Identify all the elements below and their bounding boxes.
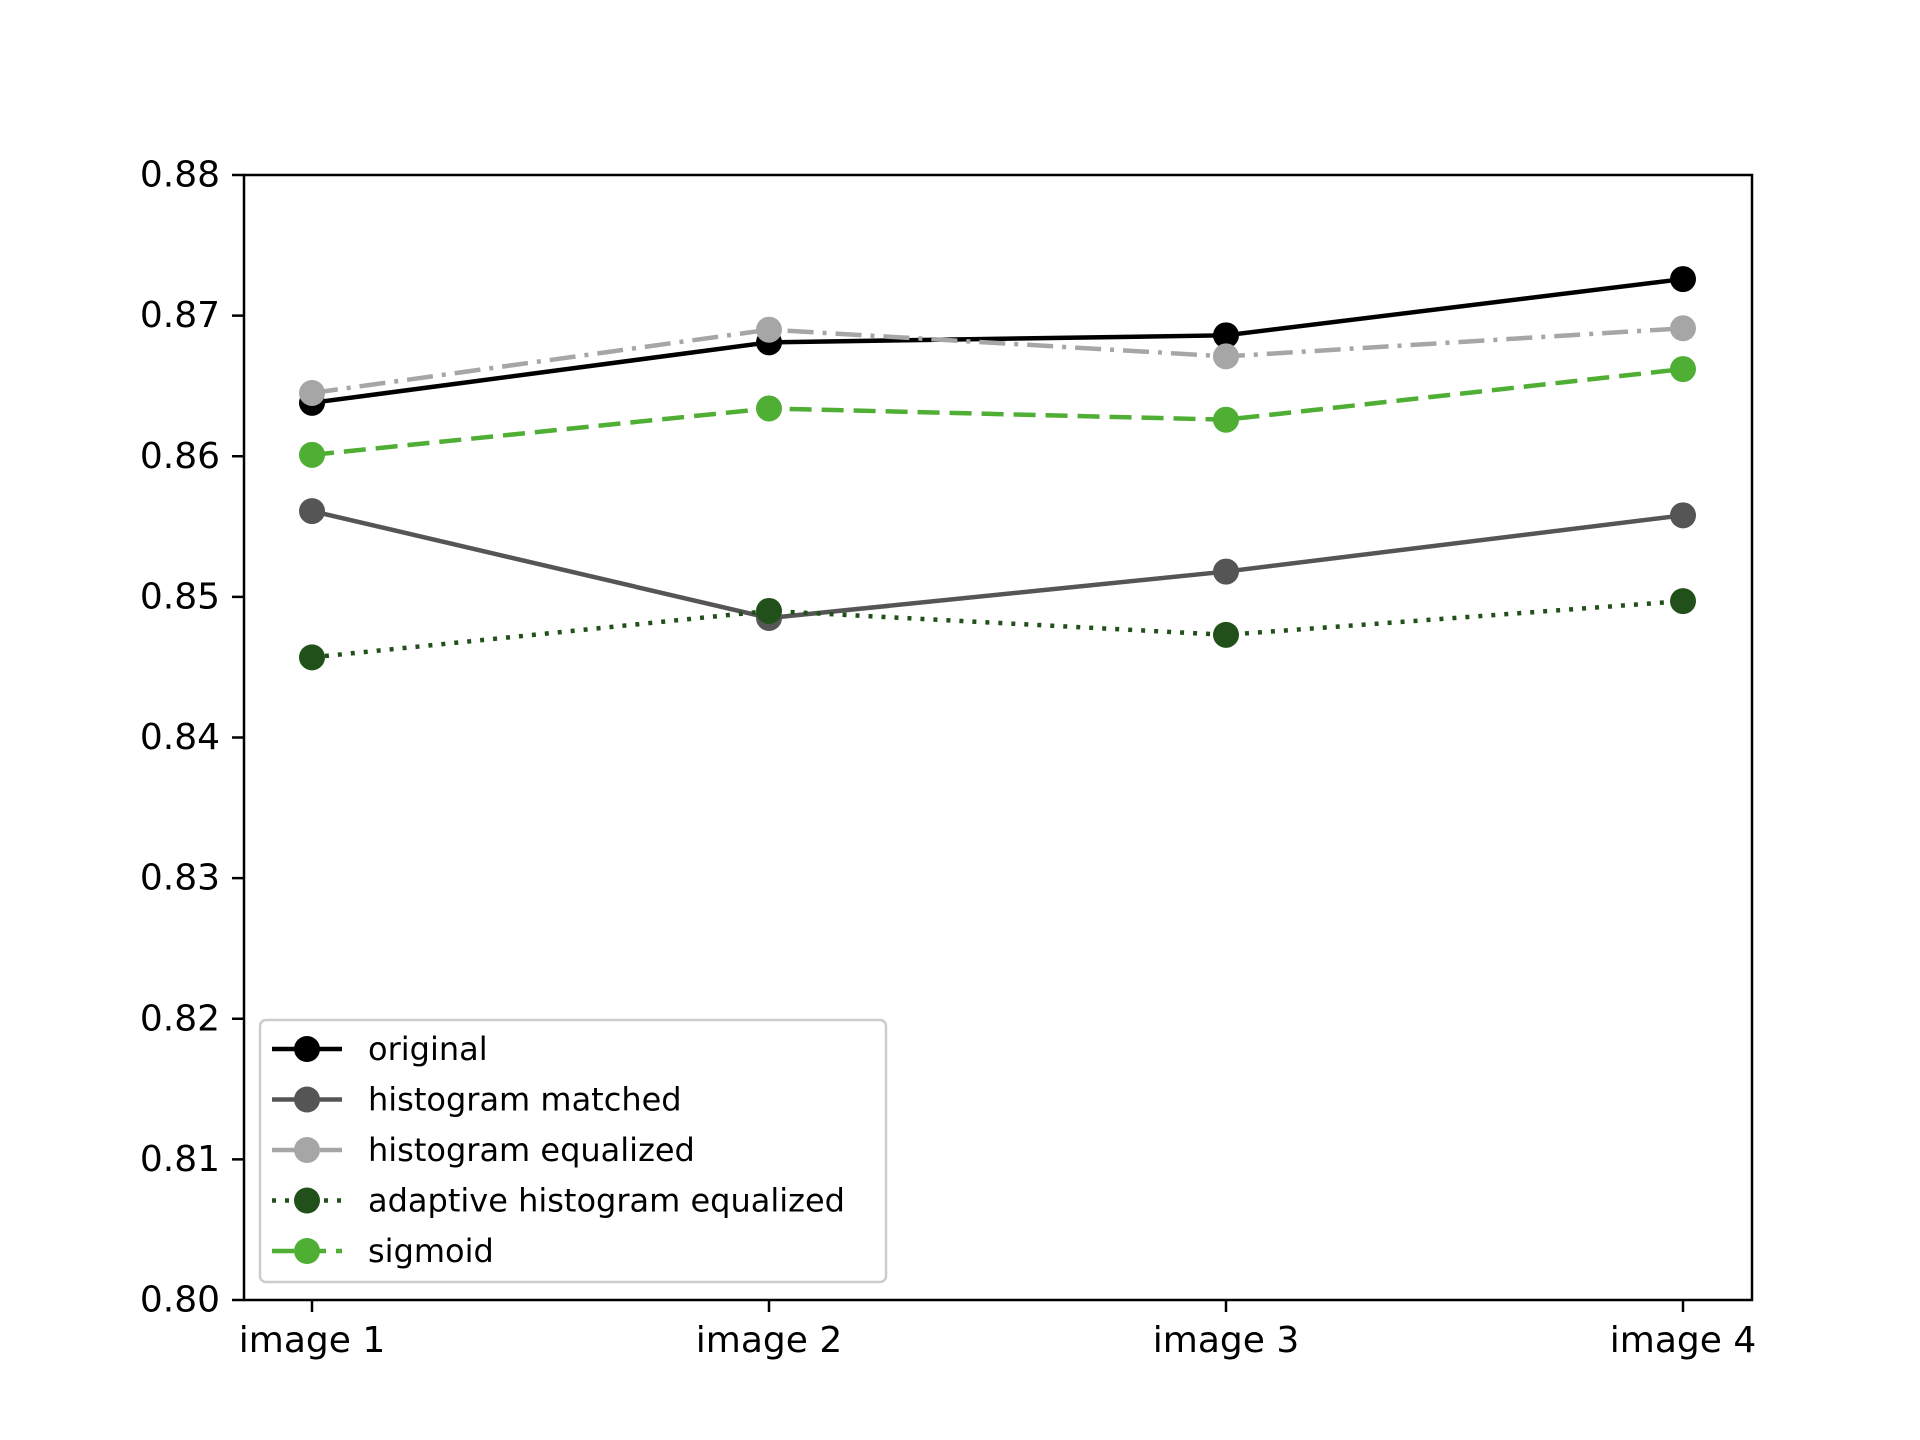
y-tick-label: 0.86 — [140, 436, 220, 477]
legend-label: adaptive histogram equalized — [368, 1182, 845, 1220]
data-point — [1670, 266, 1696, 293]
legend-entry: adaptive histogram equalized — [272, 1182, 845, 1220]
data-point — [756, 395, 782, 422]
data-point — [1213, 406, 1239, 433]
legend-marker — [294, 1036, 320, 1062]
x-tick-label: image 3 — [1153, 1320, 1299, 1361]
series-histogram-equalized — [299, 315, 1696, 406]
x-tick-label: image 2 — [696, 1320, 842, 1361]
data-point — [1670, 588, 1696, 615]
legend-marker — [294, 1238, 320, 1264]
legend-label: histogram matched — [368, 1081, 682, 1119]
legend-box — [258, 1018, 888, 1284]
y-tick-label: 0.83 — [140, 858, 220, 899]
data-point — [1670, 315, 1696, 342]
legend-marker — [294, 1137, 320, 1163]
y-tick-label: 0.80 — [140, 1280, 220, 1321]
data-point — [1213, 621, 1239, 648]
series-line — [311, 598, 1684, 660]
data-point — [299, 379, 325, 406]
series-line — [311, 276, 1684, 406]
legend-label: histogram equalized — [368, 1131, 695, 1169]
data-point — [1213, 343, 1239, 370]
legend-entry: histogram equalized — [272, 1131, 695, 1169]
legend-marker — [294, 1086, 320, 1113]
data-point — [1670, 356, 1696, 383]
data-point — [756, 316, 782, 343]
series-line — [311, 366, 1684, 458]
data-point — [1213, 558, 1239, 585]
axes: 0.80 0.81 0.82 0.83 0.84 0.85 0.86 0.87 0.88 imag… — [140, 155, 1756, 1362]
data-point — [299, 441, 325, 468]
y-tick-label: 0.84 — [140, 717, 220, 758]
data-point — [756, 597, 782, 624]
series-adaptive-histogram-equalized — [299, 588, 1696, 671]
y-tick-label: 0.87 — [140, 295, 220, 336]
y-tick-label: 0.88 — [140, 155, 220, 196]
data-point — [1670, 502, 1696, 529]
legend-entry: sigmoid — [272, 1232, 494, 1270]
legend-label: sigmoid — [368, 1232, 494, 1270]
y-tick-label: 0.81 — [140, 1139, 220, 1180]
data-point — [299, 644, 325, 671]
series-line — [311, 326, 1684, 396]
legend-entry: original — [272, 1030, 488, 1068]
x-tick-label: image 1 — [239, 1320, 385, 1361]
y-tick-label: 0.82 — [140, 998, 220, 1039]
series-sigmoid — [299, 356, 1696, 468]
data-point — [1213, 322, 1239, 349]
series-line — [311, 508, 1684, 621]
legend-marker — [294, 1187, 320, 1214]
series-histogram-matched — [299, 498, 1696, 631]
data-point — [299, 498, 325, 525]
y-tick-label: 0.85 — [140, 576, 220, 617]
x-tick-label: image 4 — [1610, 1320, 1756, 1361]
legend-label: original — [368, 1030, 488, 1068]
legend-entry: histogram matched — [272, 1081, 682, 1119]
series-group — [299, 266, 1696, 671]
legend: original histogram matched histogram equal… — [258, 1018, 888, 1284]
